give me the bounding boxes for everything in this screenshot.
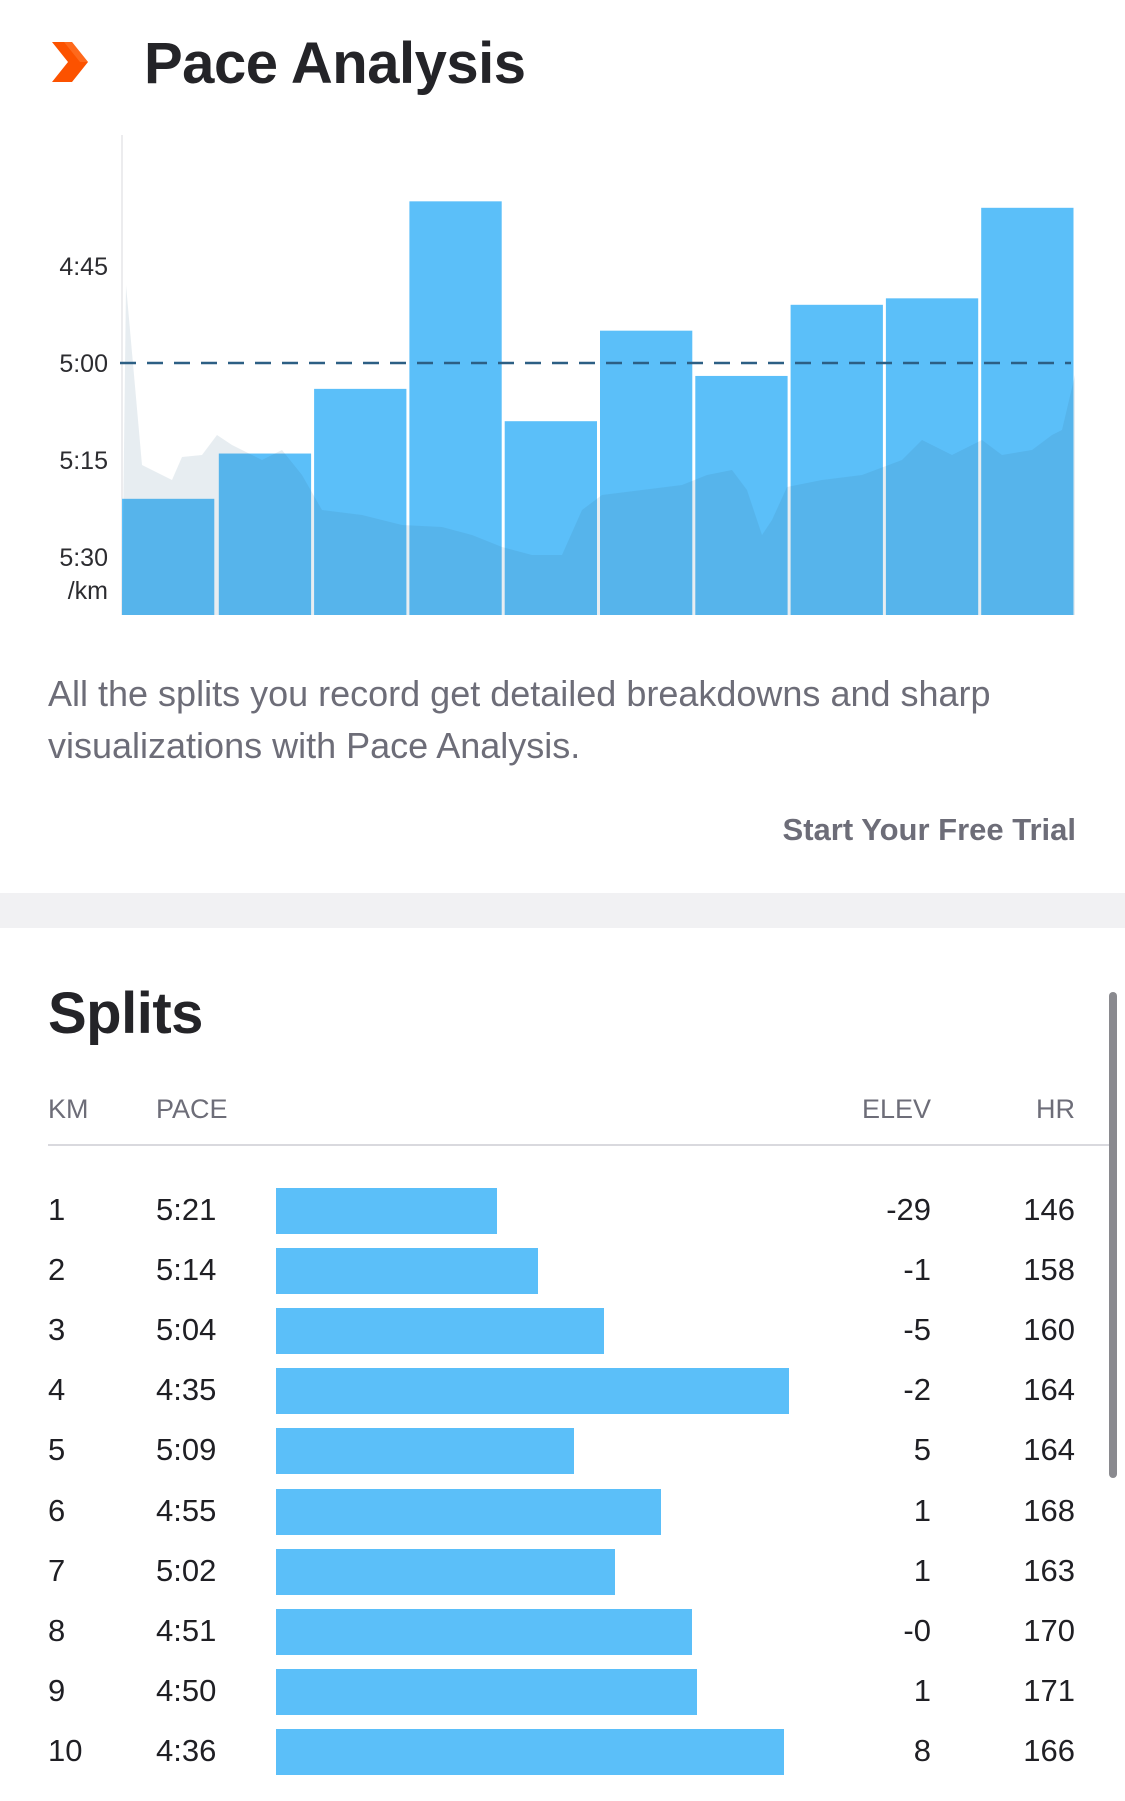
y-axis-unit-label: /km <box>68 577 108 605</box>
split-row: 5 5:09 5 164 <box>0 1420 1125 1480</box>
split-km: 7 <box>48 1552 66 1588</box>
split-row: 4 4:35 -2 164 <box>0 1360 1125 1420</box>
split-elevation: 1 <box>913 1672 931 1708</box>
split-row: 2 5:14 -1 158 <box>0 1240 1125 1300</box>
split-pace: 5:02 <box>156 1552 217 1588</box>
pace-analysis-description: All the splits you record get detailed b… <box>48 673 991 766</box>
split-heart-rate: 158 <box>1023 1252 1075 1288</box>
split-heart-rate: 166 <box>1023 1732 1075 1768</box>
split-km: 4 <box>48 1372 66 1408</box>
split-pace-bar <box>276 1488 661 1535</box>
split-heart-rate: 163 <box>1023 1552 1075 1588</box>
column-header-pace: PACE <box>156 1094 228 1124</box>
split-heart-rate: 164 <box>1023 1372 1075 1408</box>
split-row: 8 4:51 -0 170 <box>0 1601 1125 1661</box>
split-row: 6 4:55 1 168 <box>0 1481 1125 1541</box>
split-row: 7 5:02 1 163 <box>0 1541 1125 1601</box>
splits-title: Splits <box>48 981 203 1046</box>
split-pace: 4:35 <box>156 1372 217 1408</box>
pace-bar <box>504 421 597 615</box>
split-km: 9 <box>48 1672 66 1708</box>
pace-bar <box>981 207 1074 616</box>
split-row: 3 5:04 -5 160 <box>0 1300 1125 1360</box>
split-elevation: 5 <box>913 1432 931 1468</box>
pace-bar <box>885 298 979 615</box>
pace-analysis-card: Pace Analysis 4:45 5:00 5:15 5:30/km All th… <box>0 0 1125 893</box>
split-pace: 4:51 <box>156 1612 217 1648</box>
y-tick-label: 5:00 <box>59 350 108 378</box>
split-pace: 5:14 <box>156 1252 217 1288</box>
page-title: Pace Analysis <box>144 31 526 96</box>
pace-bars <box>122 201 1074 616</box>
split-pace-bar <box>276 1248 538 1295</box>
split-pace-bar <box>276 1668 697 1715</box>
split-km: 10 <box>48 1732 83 1768</box>
split-km: 3 <box>48 1312 66 1348</box>
section-divider <box>0 893 1125 928</box>
pace-bar <box>695 375 788 615</box>
split-km: 5 <box>48 1432 66 1468</box>
split-elevation: -29 <box>886 1192 931 1227</box>
pace-bar <box>122 498 215 615</box>
split-km: 1 <box>48 1192 66 1227</box>
pace-bar <box>314 388 407 615</box>
y-tick-label: 5:30 <box>59 544 108 572</box>
y-tick-label: 5:15 <box>59 447 108 475</box>
split-pace-bar <box>276 1608 692 1655</box>
split-km: 6 <box>48 1492 66 1528</box>
split-pace: 4:36 <box>156 1732 217 1768</box>
header-divider <box>48 1144 1110 1146</box>
split-km: 2 <box>48 1252 66 1288</box>
split-pace-bar <box>276 1548 615 1595</box>
split-pace-bar <box>276 1308 604 1355</box>
split-pace-bar <box>276 1428 574 1475</box>
split-pace-bar <box>276 1368 789 1415</box>
split-pace: 5:04 <box>156 1312 217 1348</box>
split-heart-rate: 168 <box>1023 1492 1075 1528</box>
split-elevation: 1 <box>913 1492 931 1528</box>
split-elevation: 1 <box>913 1552 931 1588</box>
pace-y-axis: 4:45 5:00 5:15 5:30/km <box>59 135 123 615</box>
split-elevation: -1 <box>903 1252 931 1288</box>
column-header-hr: HR <box>1036 1094 1075 1124</box>
elevation-area <box>122 285 1075 615</box>
split-heart-rate: 171 <box>1023 1672 1075 1708</box>
pace-chart: 4:45 5:00 5:15 5:30/km <box>59 135 1075 616</box>
scrollbar[interactable] <box>1109 992 1117 1478</box>
split-heart-rate: 160 <box>1023 1312 1075 1348</box>
split-elevation: -5 <box>903 1312 931 1348</box>
split-elevation: -2 <box>903 1372 931 1408</box>
split-row: 1 5:21 -29 146 <box>0 1180 1125 1240</box>
pace-bar <box>218 453 312 615</box>
split-heart-rate: 170 <box>1023 1612 1075 1648</box>
chevron-right-icon <box>52 42 88 82</box>
start-free-trial-link[interactable]: Start Your Free Trial <box>782 812 1076 847</box>
split-pace-bar <box>276 1728 784 1775</box>
column-header-km: KM <box>48 1094 89 1124</box>
split-row: 10 4:36 8 166 <box>0 1721 1125 1781</box>
split-pace: 5:21 <box>156 1192 217 1227</box>
split-heart-rate: 146 <box>1023 1192 1075 1227</box>
splits-card: Splits KM PACE ELEV HR 1 5:21 -29 146 2 5:14-… <box>0 928 1125 1801</box>
split-pace-bar <box>276 1188 497 1234</box>
split-km: 8 <box>48 1612 66 1648</box>
pace-bar <box>409 201 502 615</box>
elevation-profile <box>122 285 1075 615</box>
column-header-elev: ELEV <box>861 1094 931 1124</box>
pace-analysis-header: Pace Analysis <box>0 20 1125 104</box>
split-heart-rate: 164 <box>1023 1432 1075 1468</box>
pace-bar <box>600 330 693 615</box>
split-elevation: 8 <box>913 1732 931 1768</box>
split-pace: 5:09 <box>156 1432 217 1468</box>
split-elevation: -0 <box>903 1612 931 1648</box>
y-tick-label: 4:45 <box>59 253 108 281</box>
split-row: 9 4:50 1 171 <box>0 1661 1125 1721</box>
split-pace: 4:55 <box>156 1492 217 1528</box>
pace-bar <box>790 304 883 615</box>
split-pace: 4:50 <box>156 1672 217 1708</box>
